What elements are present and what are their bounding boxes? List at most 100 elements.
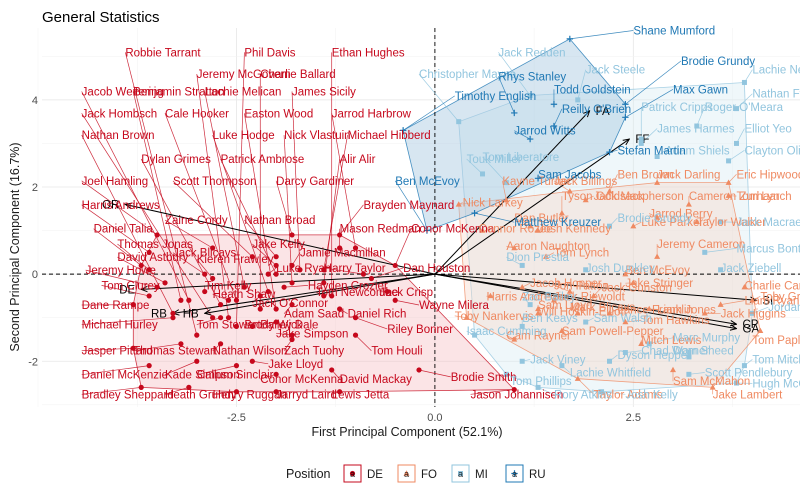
leader-jack-hombsch [81,113,213,318]
point-label-adam-shiels: Adam Shiels [665,145,730,157]
point-label-josh-kelly: Josh Kelly [625,389,678,401]
point-label-matthew-kreuzer: Matthew Kreuzer [514,217,601,229]
point-ben-brown [606,188,613,194]
leader-clayton-oliver [728,150,745,162]
loading-label-de: DE [119,284,135,296]
point-tom-lynch [543,253,550,259]
point-luke-parker [630,223,637,229]
point-lachie-neale [741,79,747,85]
point-label-tom-stewart: Tom Stewart [197,320,262,332]
point-luke-hodge [265,288,271,295]
point-james-sicily [297,267,303,273]
leader-nathan-fyfe [736,93,753,109]
point-label-michael-hibberd: Michael Hibberd [348,130,431,142]
point-label-lewis-jetta: Lewis Jetta [332,389,390,401]
point-dane-rampe [130,302,136,308]
point-label-jack-steele: Jack Steele [586,65,645,77]
point-hayden-crozier [281,284,287,290]
point-james-harmes [638,140,644,146]
point-david-mackay [329,367,335,373]
point-label-lachie-whitfield: Lachie Whitfield [570,368,651,380]
point-label-toby-greene: Toby Greene [760,291,800,303]
point-label-marc-murphy: Marc Murphy [673,333,740,345]
point-patrick-cripps [638,136,644,142]
point-label-daniel-talia: Daniel Talia [94,224,154,236]
point-label-chad-warner: Chad Warner [641,346,709,358]
leader-nathan-broad [244,219,277,257]
point-label-james-sicily: James Sicily [292,87,356,99]
point-label-daniel-mckenzie: Daniel McKenzie [82,370,168,382]
point-david-astbury [162,280,168,286]
point-label-sam-powell-pepper: Sam Powell-Pepper [562,326,664,338]
point-label-marcus-bontempelli: Marcus Bontempelli [737,243,800,255]
point-sam-jacobs [534,175,542,182]
leader-hayden-crozier [284,285,308,288]
point-jake-simpson [289,332,295,338]
point-lewis-jetta [337,389,343,395]
point-patrick-ambrose [273,271,279,277]
point-label-ben-mcevoy: Ben McEvoy [395,176,460,188]
point-label-jarrod-witts: Jarrod Witts [514,126,576,138]
point-easton-wood [273,306,279,312]
point-harry-taylor [360,271,367,277]
loading-arrow-rb [173,273,435,313]
point-label-ethan-hughes: Ethan Hughes [332,47,405,59]
leader-jarrod-witts [514,130,531,140]
point-label-cameron-zurhaar: Cameron Zurhaar [689,191,780,203]
point-jack-o-connor [257,293,263,299]
point-tom-phillips [503,371,509,377]
point-benjamin-stratton [178,297,184,303]
point-nathan-fyfe [734,106,740,112]
point-taylor-adams [574,375,581,381]
leader-tom-houli [355,334,372,351]
point-toby-nankervis [463,314,470,320]
point-label-max-gawn: Max Gawn [673,84,728,96]
point-label-nathan-broad: Nathan Broad [244,215,315,227]
leader-liam-ryan [720,300,745,305]
point-label-henry-ruggan: Henry Ruggan [213,389,287,401]
point-label-alir-alir: Alir Alir [340,154,376,166]
leader-marc-murphy [649,337,674,345]
chart-title: General Statistics [42,9,160,26]
point-label-jon-patton: Jon Patton [554,280,609,292]
loading-arrows: DEORGASIFAFFHBRBCP [102,106,773,336]
point-label-jack-billings: Jack Billings [554,176,618,188]
point-daniel-rich [337,306,343,312]
point-label-jack-darling: Jack Darling [657,169,720,181]
x-tick-label: -2.5 [227,412,246,424]
point-label-toby-nankervis: Toby Nankervis [455,311,534,323]
leader-conor-mckenna [260,373,277,380]
point-label-aaron-naughton: Aaron Naughton [506,241,590,253]
point-wayne-milera [392,297,398,303]
point-daniel-talia [138,262,144,269]
point-label-cam-rayner: Cam Rayner [506,330,571,342]
point-hugh-mccluggage [734,380,740,386]
point-label-jack-higgins: Jack Higgins [721,309,786,321]
point-label-lance-franklin: Lance Franklin [617,304,692,316]
leader-scott-thompson [172,180,253,257]
point-label-conor-mckenna: Conor McKenna [260,374,344,386]
point-label-zac-bailey: Zac Bailey [522,291,576,303]
point-tom-newcombe [321,293,327,299]
point-label-tom-houli: Tom Houli [371,346,422,358]
point-harris-andrews [487,292,494,299]
point-jack-gunston [590,292,597,299]
legend-item-mi: a MI [451,464,488,483]
point-label-tom-phillips: Tom Phillips [510,376,572,388]
point-charlie-cameron [741,284,748,290]
legend-key-ru [511,470,518,477]
point-label-harris-andrews: Harris Andrews [486,291,564,303]
point-label-darcy-gardiner: Darcy Gardiner [276,176,354,188]
point-roger-o-meara [694,123,700,129]
point-label-jake-stringer: Jake Stringer [625,278,693,290]
point-harris-andrews [146,249,152,255]
x-tick-label: 0.0 [427,412,442,424]
point-label-nick-larkey: Nick Larkey [463,198,523,210]
point-label-josh-kennedy: Josh Kennedy [538,224,611,236]
point-brayden-maynard [337,232,343,238]
point-lance-franklin [606,310,613,316]
y-tick-label: 0 [32,269,38,281]
leader-joel-hamling [81,180,158,236]
point-scott-thompson [249,254,255,260]
point-label-patrick-ambrose: Patrick Ambrose [221,154,305,166]
